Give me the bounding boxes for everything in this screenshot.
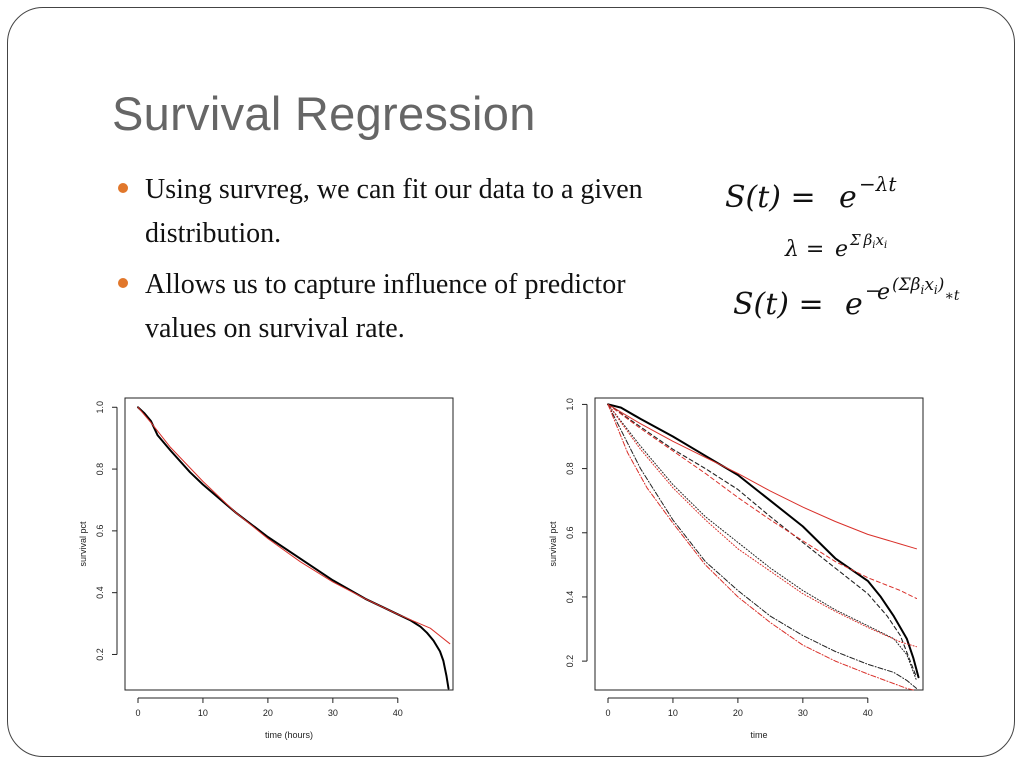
formula-3-inner-base: e	[877, 280, 890, 305]
chart-right-svg: 0 10 20 30 40 0.2 0.4 0.6 0.8 1.0 time survival pct	[548, 397, 924, 740]
x-tick-label: 20	[733, 708, 743, 718]
x-tick-label: 20	[263, 708, 273, 718]
bullet-text: Using survreg, we can fit our data to a …	[145, 174, 643, 249]
series-line	[607, 403, 917, 648]
x-tick-label: 30	[328, 708, 338, 718]
chart-left: 0 10 20 30 40 0.2 0.4 0.6 0.8 1.0 time (hours) surv…	[78, 392, 473, 752]
y-tick-label: 0.4	[95, 586, 105, 599]
series-line	[607, 403, 917, 689]
formula-3-minus: −	[865, 280, 881, 302]
formula-3-inner-exponent: (Σβixi)∗t	[892, 275, 960, 304]
chart-left-svg: 0 10 20 30 40 0.2 0.4 0.6 0.8 1.0 time (hours) surv…	[78, 397, 454, 740]
y-tick-label: 0.4	[565, 591, 575, 604]
y-tick-label: 1.0	[565, 398, 575, 411]
formula-2-base: e	[835, 237, 848, 262]
bullet-item: Using survreg, we can fit our data to a …	[118, 168, 678, 256]
slide-title: Survival Regression	[112, 87, 536, 140]
series-line	[607, 403, 920, 679]
y-tick-label: 1.0	[95, 401, 105, 414]
formula-3-lhs: S(t) =	[733, 287, 824, 322]
y-tick-label: 0.8	[95, 463, 105, 476]
plot-frame	[124, 397, 454, 691]
x-tick-label: 0	[605, 708, 610, 718]
series-line	[607, 403, 918, 678]
bullet-list: Using survreg, we can fit our data to a …	[118, 168, 678, 358]
series-line	[607, 403, 917, 550]
formula-2-lhs: λ =	[784, 237, 824, 262]
bullet-dot	[118, 278, 128, 288]
x-tick-label: 30	[798, 708, 808, 718]
bullet-item: Allows us to capture influence of predic…	[118, 263, 678, 351]
series-line	[137, 406, 450, 690]
formula-1-base: e	[839, 180, 857, 215]
x-axis-title: time (hours)	[265, 730, 313, 740]
y-axis-title: survival pct	[78, 521, 88, 567]
x-tick-label: 10	[668, 708, 678, 718]
formula-1-exponent: −λt	[859, 172, 897, 196]
y-tick-label: 0.6	[95, 525, 105, 538]
series-line	[607, 403, 917, 681]
y-axis-title: survival pct	[548, 521, 558, 567]
x-tick-label: 0	[135, 708, 140, 718]
x-tick-label: 10	[198, 708, 208, 718]
y-tick-label: 0.2	[565, 655, 575, 668]
series-line	[607, 403, 914, 691]
series-line	[137, 406, 451, 645]
y-tick-label: 0.6	[565, 527, 575, 540]
y-tick-label: 0.8	[565, 462, 575, 475]
bullet-dot	[118, 183, 128, 193]
bullet-text: Allows us to capture influence of predic…	[145, 269, 626, 344]
x-tick-label: 40	[863, 708, 873, 718]
slide-frame	[7, 7, 1015, 757]
series-line	[607, 403, 917, 599]
formula-1-lhs: S(t) =	[725, 180, 816, 215]
y-tick-label: 0.2	[95, 648, 105, 661]
plot-frame	[594, 397, 924, 691]
x-tick-label: 40	[393, 708, 403, 718]
x-axis-title: time	[750, 730, 767, 740]
formula-3-base: e	[845, 287, 863, 322]
chart-right: 0 10 20 30 40 0.2 0.4 0.6 0.8 1.0 time survival pct	[548, 392, 943, 752]
